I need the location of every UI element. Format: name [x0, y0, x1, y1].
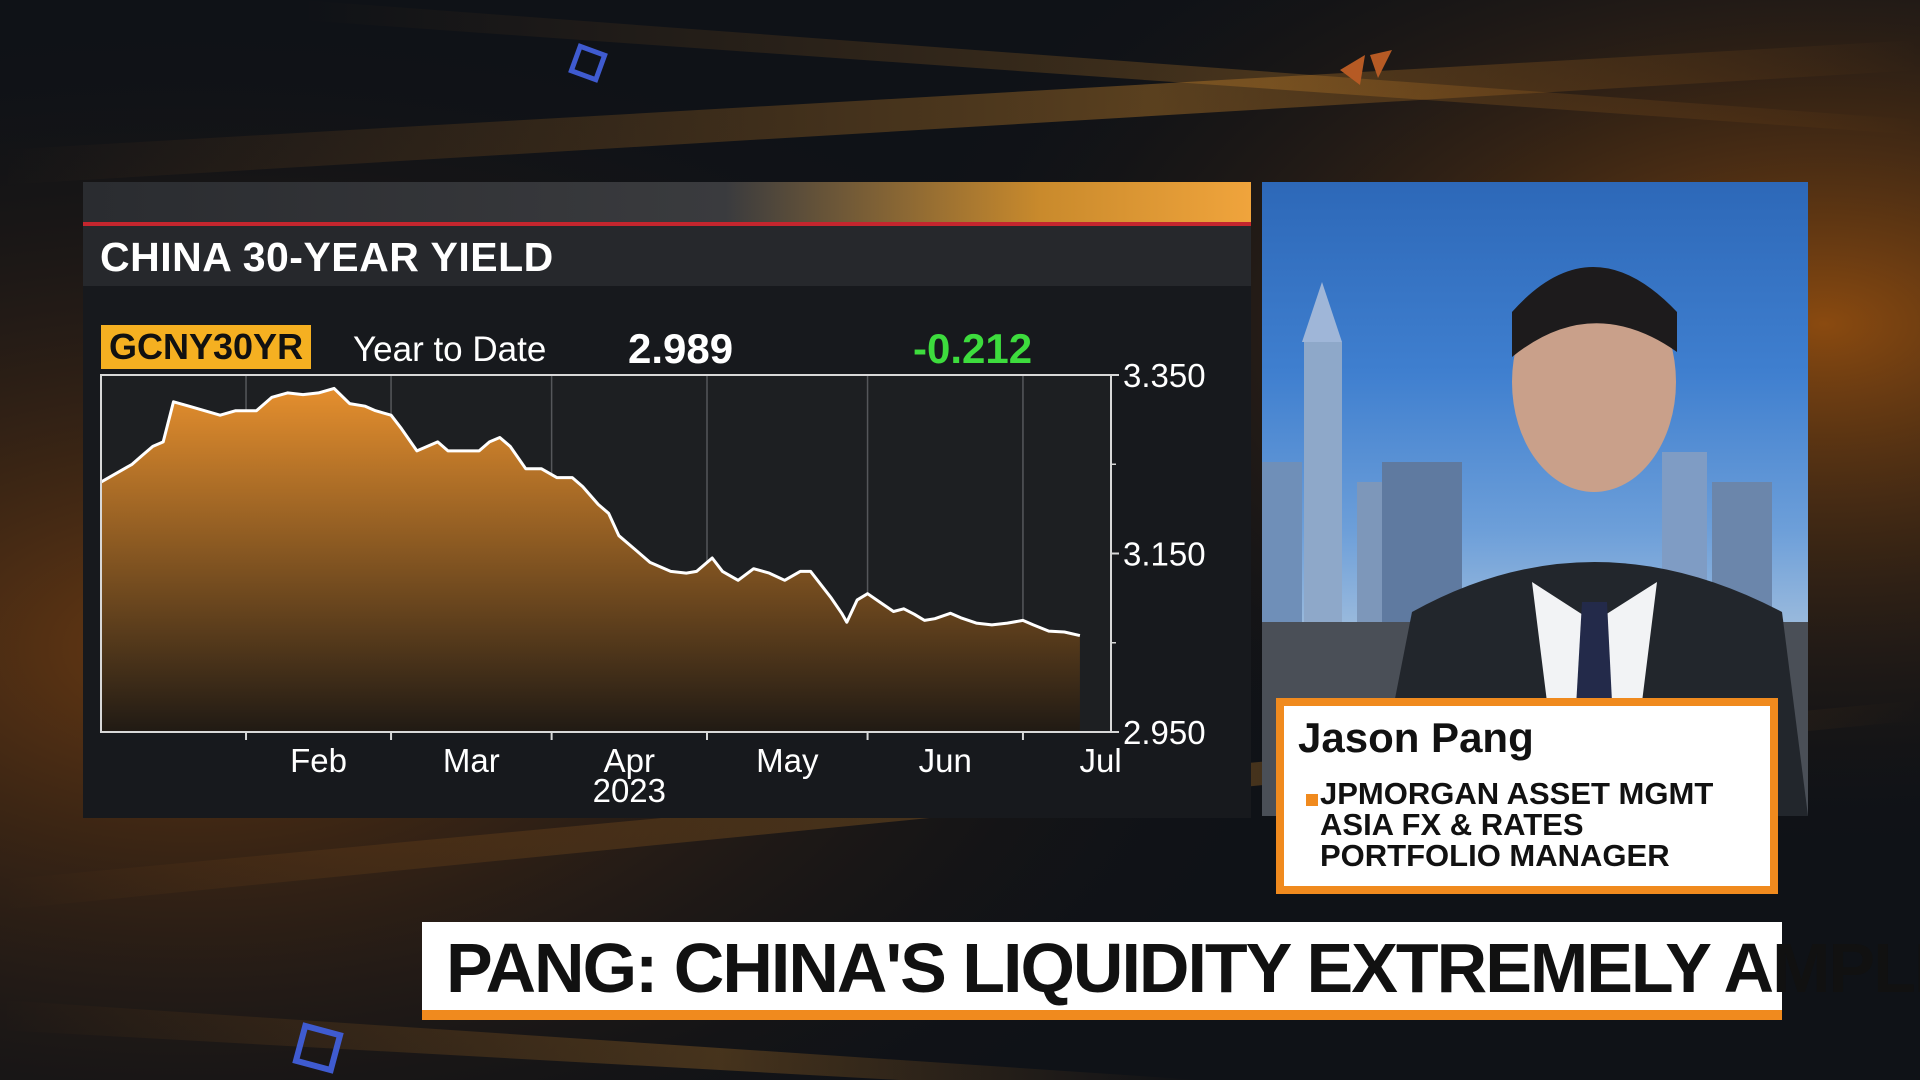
speaker-title: JPMORGAN ASSET MGMT ASIA FX & RATES PORT… [1320, 778, 1770, 871]
headline-text: PANG: CHINA'S LIQUIDITY EXTREMELY AMPLE [446, 929, 1920, 1007]
y-tick-label: 3.350 [1123, 357, 1206, 394]
speaker-title-line: JPMORGAN ASSET MGMT [1320, 776, 1714, 811]
x-axis: Feb Mar Apr May Jun Jul [245, 732, 1122, 779]
speaker-name: Jason Pang [1298, 714, 1534, 761]
y-axis: 3.350 3.150 2.950 [1111, 357, 1206, 751]
x-tick-label: Jun [919, 742, 972, 779]
chart-title-bar: CHINA 30-YEAR YIELD [83, 226, 1251, 286]
title-bullet-icon [1306, 794, 1318, 806]
ticker-badge: GCNY30YR [101, 325, 312, 369]
x-axis-year-label: 2023 [593, 772, 666, 809]
x-tick-label: Apr [604, 742, 655, 779]
x-tick-label: Feb [290, 742, 347, 779]
chart-panel: CHINA 30-YEAR YIELD 3.350 3.150 2.950 Feb M… [83, 182, 1251, 818]
speaker-title-line: PORTFOLIO MANAGER [1320, 838, 1670, 873]
headline-banner: PANG: CHINA'S LIQUIDITY EXTREMELY AMPLE [422, 922, 1920, 1020]
change-value: -0.212 [913, 325, 1033, 372]
x-tick-label: May [756, 742, 819, 779]
lower-third-name-card: Jason Pang JPMORGAN ASSET MGMT ASIA FX &… [1276, 698, 1778, 894]
chart-plot: 3.350 3.150 2.950 Feb Mar Apr May Jun Jul 2023 [100, 357, 1206, 809]
x-tick-label: Mar [443, 742, 500, 779]
period-label: Year to Date [353, 330, 547, 369]
y-tick-label: 3.150 [1123, 536, 1206, 573]
speaker-title-line: ASIA FX & RATES [1320, 807, 1584, 842]
series-area [101, 388, 1080, 732]
y-tick-label: 2.950 [1123, 714, 1206, 751]
series-line [100, 386, 1081, 638]
chart-title: CHINA 30-YEAR YIELD [100, 234, 554, 280]
x-tick-label: Jul [1080, 742, 1122, 779]
last-value: 2.989 [628, 325, 734, 372]
chart-top-strip [83, 182, 1251, 222]
chart-accent-line [83, 222, 1251, 226]
